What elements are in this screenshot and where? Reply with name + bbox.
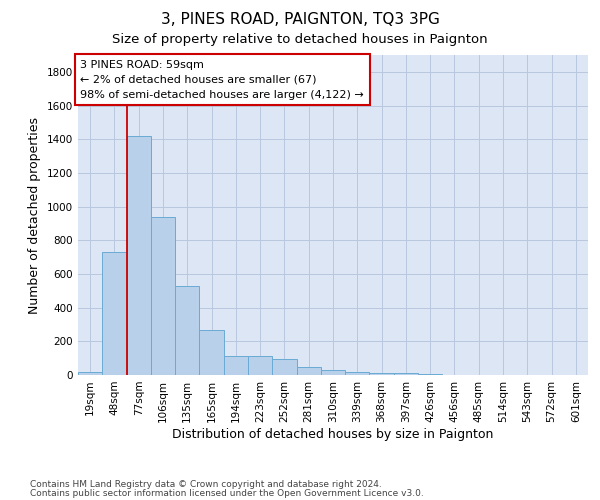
Bar	[272, 359, 296, 375]
Text: 3 PINES ROAD: 59sqm
← 2% of detached houses are smaller (67)
98% of semi-detache: 3 PINES ROAD: 59sqm ← 2% of detached hou…	[80, 60, 364, 100]
Bar	[248, 356, 272, 375]
Text: Size of property relative to detached houses in Paignton: Size of property relative to detached ho…	[112, 32, 488, 46]
Bar	[127, 136, 151, 375]
Bar	[296, 367, 321, 375]
Text: Contains public sector information licensed under the Open Government Licence v3: Contains public sector information licen…	[30, 488, 424, 498]
Bar	[224, 356, 248, 375]
Bar	[345, 372, 370, 375]
Bar	[78, 372, 102, 375]
Text: 3, PINES ROAD, PAIGNTON, TQ3 3PG: 3, PINES ROAD, PAIGNTON, TQ3 3PG	[161, 12, 439, 28]
Bar	[151, 216, 175, 375]
Bar	[418, 374, 442, 375]
Bar	[370, 373, 394, 375]
X-axis label: Distribution of detached houses by size in Paignton: Distribution of detached houses by size …	[172, 428, 494, 440]
Bar	[199, 330, 224, 375]
Bar	[102, 252, 127, 375]
Bar	[321, 370, 345, 375]
Bar	[394, 374, 418, 375]
Text: Contains HM Land Registry data © Crown copyright and database right 2024.: Contains HM Land Registry data © Crown c…	[30, 480, 382, 489]
Y-axis label: Number of detached properties: Number of detached properties	[28, 116, 41, 314]
Bar	[175, 286, 199, 375]
